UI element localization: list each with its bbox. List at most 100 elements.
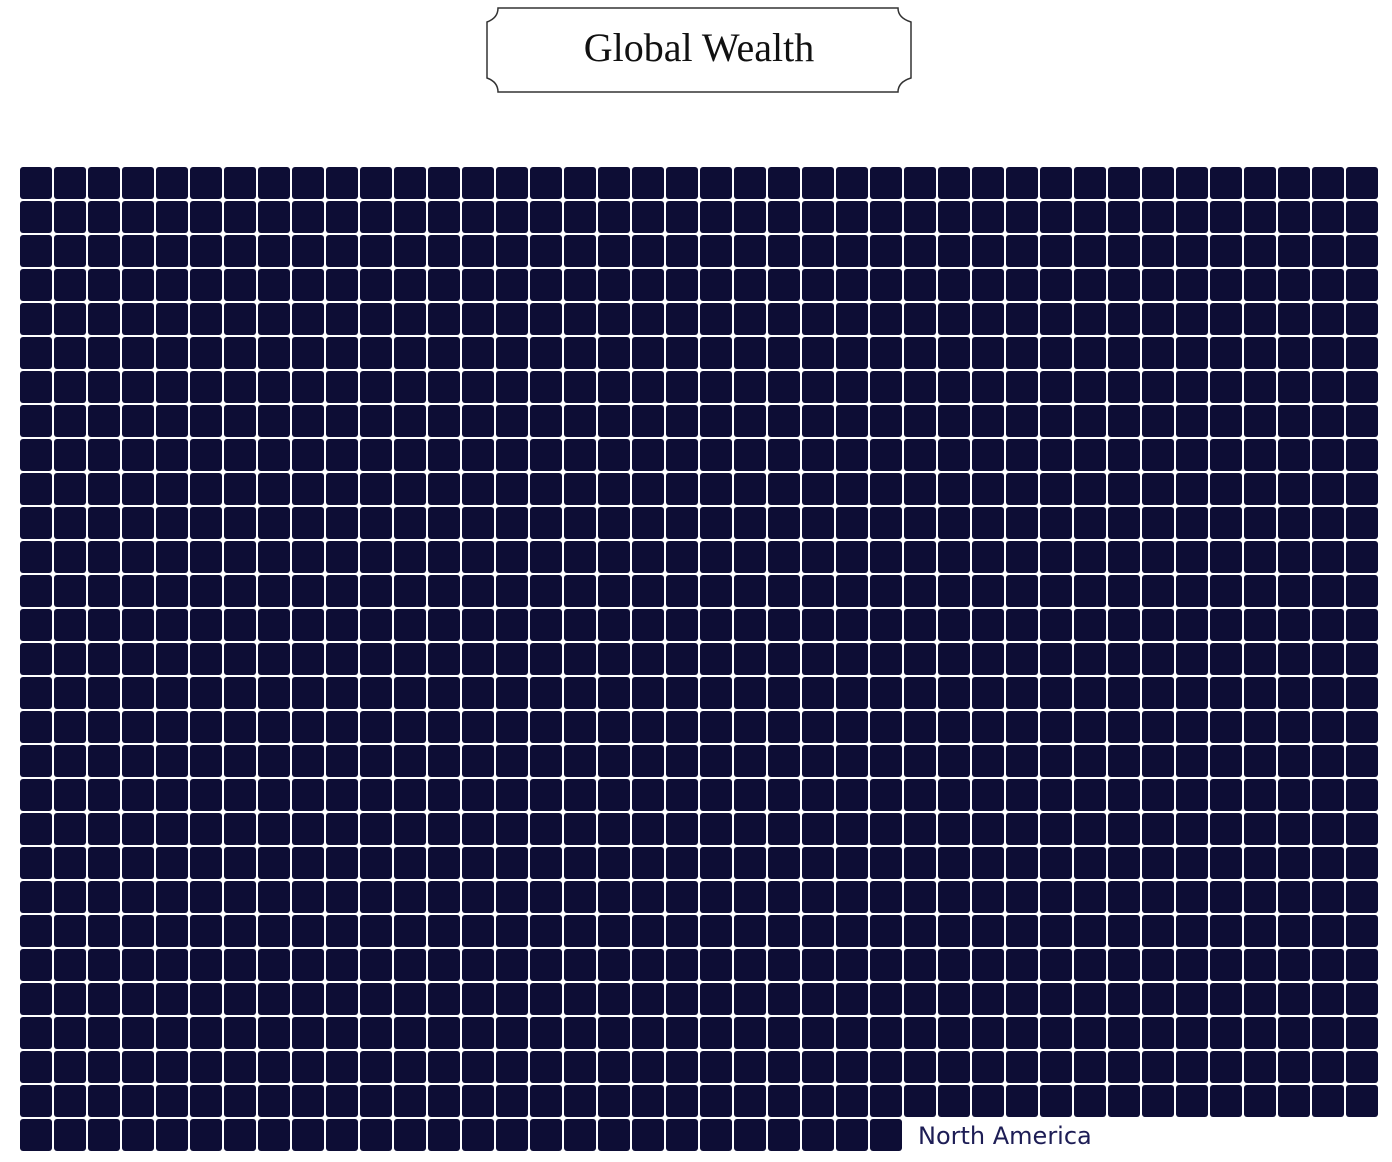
- waffle-cell: [190, 983, 222, 1015]
- waffle-cell: [1006, 235, 1038, 267]
- waffle-cell: [1278, 507, 1310, 539]
- waffle-cell: [156, 439, 188, 471]
- waffle-cell: [564, 813, 596, 845]
- waffle-cell: [802, 949, 834, 981]
- waffle-cell: [258, 1119, 290, 1151]
- waffle-cell: [1346, 813, 1378, 845]
- waffle-cell: [54, 439, 86, 471]
- waffle-cell: [734, 609, 766, 641]
- waffle-cell: [904, 473, 936, 505]
- waffle-cell: [972, 1051, 1004, 1083]
- waffle-cell: [598, 779, 630, 811]
- waffle-cell: [1244, 235, 1276, 267]
- waffle-cell: [530, 915, 562, 947]
- waffle-cell: [462, 949, 494, 981]
- waffle-cell: [1346, 1017, 1378, 1049]
- waffle-cell: [564, 507, 596, 539]
- waffle-cell: [632, 1119, 664, 1151]
- waffle-cell: [54, 303, 86, 335]
- waffle-cell: [258, 235, 290, 267]
- waffle-cell: [360, 983, 392, 1015]
- waffle-cell: [972, 949, 1004, 981]
- waffle-cell: [938, 541, 970, 573]
- waffle-cell: [1006, 303, 1038, 335]
- waffle-cell: [54, 847, 86, 879]
- waffle-cell: [734, 541, 766, 573]
- waffle-cell: [88, 1051, 120, 1083]
- waffle-cell: [1312, 235, 1344, 267]
- waffle-cell: [88, 915, 120, 947]
- waffle-cell: [190, 1051, 222, 1083]
- waffle-cell: [258, 847, 290, 879]
- waffle-cell: [938, 269, 970, 301]
- waffle-cell: [20, 439, 52, 471]
- waffle-cell: [1074, 711, 1106, 743]
- waffle-cell: [496, 439, 528, 471]
- waffle-cell: [768, 269, 800, 301]
- waffle-cell: [54, 167, 86, 199]
- waffle-cell: [360, 1017, 392, 1049]
- waffle-cell: [1142, 609, 1174, 641]
- waffle-cell: [428, 711, 460, 743]
- waffle-cell: [1312, 337, 1344, 369]
- waffle-cell: [1346, 439, 1378, 471]
- waffle-cell: [1244, 167, 1276, 199]
- waffle-cell: [666, 405, 698, 437]
- waffle-cell: [904, 371, 936, 403]
- waffle-cell: [1176, 541, 1208, 573]
- waffle-cell: [1244, 813, 1276, 845]
- waffle-cell: [394, 983, 426, 1015]
- waffle-cell: [1244, 269, 1276, 301]
- waffle-cell: [768, 337, 800, 369]
- waffle-cell: [326, 745, 358, 777]
- waffle-cell: [802, 915, 834, 947]
- waffle-cell: [1142, 575, 1174, 607]
- waffle-cell: [1346, 779, 1378, 811]
- waffle-cell: [598, 847, 630, 879]
- waffle-cell: [1210, 1085, 1242, 1117]
- waffle-cell: [734, 575, 766, 607]
- waffle-cell: [1006, 507, 1038, 539]
- waffle-cell: [700, 303, 732, 335]
- waffle-cell: [462, 507, 494, 539]
- waffle-cell: [258, 1017, 290, 1049]
- waffle-cell: [122, 473, 154, 505]
- waffle-cell: [666, 643, 698, 675]
- waffle-cell: [156, 1051, 188, 1083]
- waffle-cell: [1176, 915, 1208, 947]
- waffle-cell: [496, 371, 528, 403]
- waffle-cell: [666, 167, 698, 199]
- waffle-cell: [122, 269, 154, 301]
- waffle-cell: [496, 983, 528, 1015]
- waffle-cell: [360, 949, 392, 981]
- waffle-cell: [360, 813, 392, 845]
- waffle-cell: [1142, 507, 1174, 539]
- waffle-cell: [394, 303, 426, 335]
- waffle-cell: [156, 507, 188, 539]
- waffle-cell: [768, 1085, 800, 1117]
- waffle-cell: [1176, 167, 1208, 199]
- waffle-cell: [938, 235, 970, 267]
- waffle-cell: [156, 779, 188, 811]
- waffle-cell: [1210, 541, 1242, 573]
- waffle-cell: [1074, 915, 1106, 947]
- waffle-cell: [292, 949, 324, 981]
- waffle-cell: [734, 235, 766, 267]
- waffle-cell: [326, 1085, 358, 1117]
- waffle-cell: [258, 337, 290, 369]
- waffle-cell: [224, 167, 256, 199]
- waffle-cell: [1108, 643, 1140, 675]
- waffle-cell: [1346, 711, 1378, 743]
- waffle-cell: [1074, 405, 1106, 437]
- waffle-cell: [768, 541, 800, 573]
- waffle-cell: [1142, 167, 1174, 199]
- waffle-cell: [292, 1085, 324, 1117]
- waffle-cell: [258, 269, 290, 301]
- waffle-cell: [1006, 1017, 1038, 1049]
- waffle-cell: [564, 1051, 596, 1083]
- waffle-cell: [1006, 201, 1038, 233]
- chart-title: Global Wealth: [584, 25, 814, 70]
- waffle-cell: [972, 643, 1004, 675]
- waffle-cell: [292, 983, 324, 1015]
- waffle-cell: [802, 745, 834, 777]
